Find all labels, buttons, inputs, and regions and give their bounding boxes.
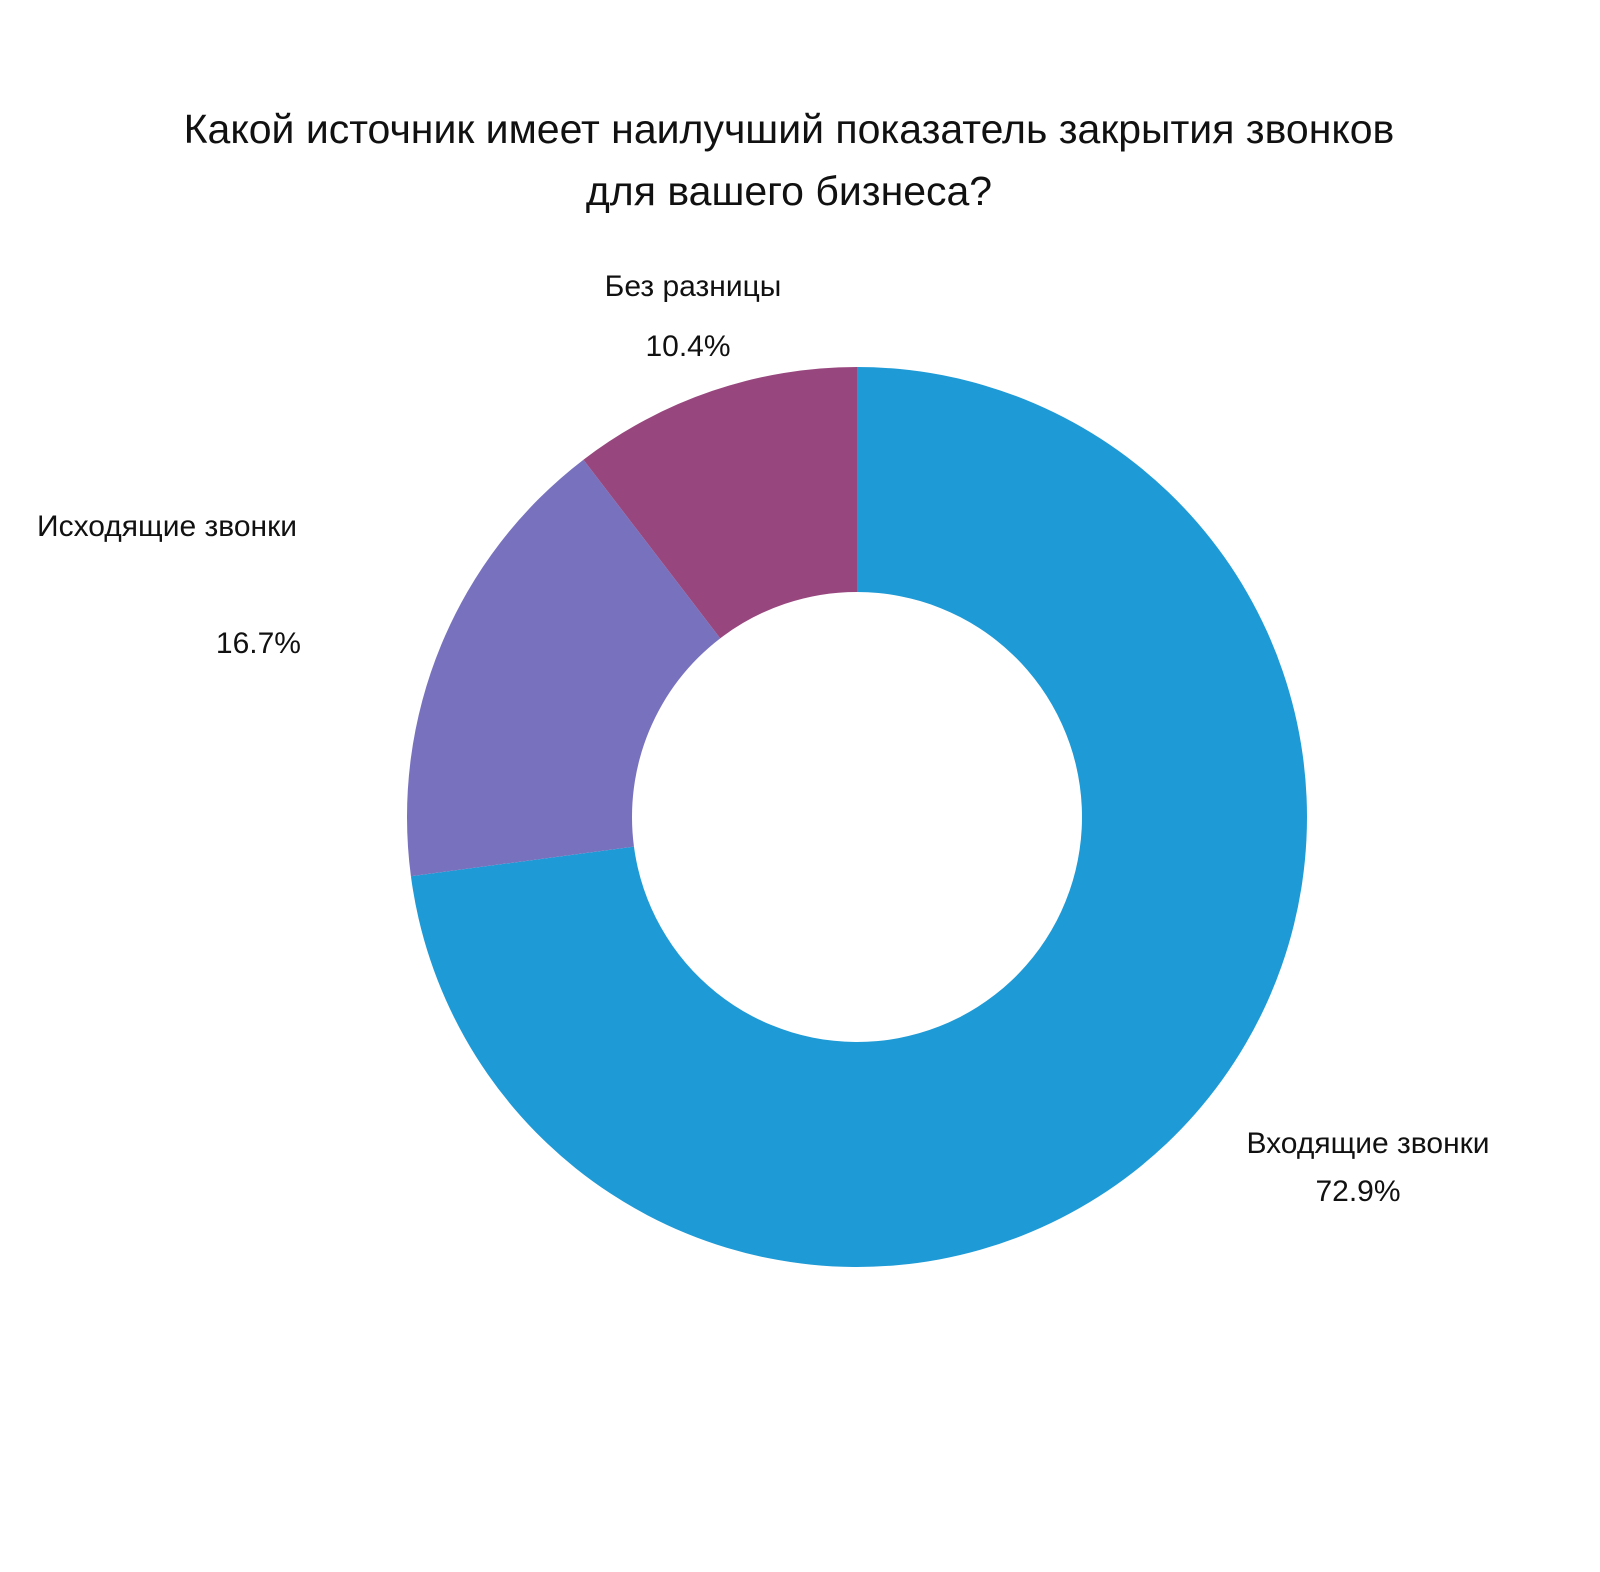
slice-label-no-difference: Без разницы	[605, 270, 782, 303]
slice-value-outgoing: 16.7%	[216, 627, 301, 660]
slice-no-difference	[583, 367, 857, 639]
slice-label-incoming: Входящие звонки	[1246, 1127, 1489, 1160]
chart-title-line-2: для вашего бизнеса?	[585, 168, 993, 214]
slice-outgoing	[406, 459, 721, 877]
slice-label-outgoing: Исходящие звонки	[37, 510, 297, 543]
slice-value-incoming: 72.9%	[1315, 1175, 1400, 1208]
chart-title-line-1: Какой источник имеет наилучший показател…	[183, 106, 1395, 152]
slice-value-no-difference: 10.4%	[645, 330, 730, 363]
slice-incoming	[410, 367, 1307, 1267]
chart-title: Какой источник имеет наилучший показател…	[0, 98, 1578, 222]
